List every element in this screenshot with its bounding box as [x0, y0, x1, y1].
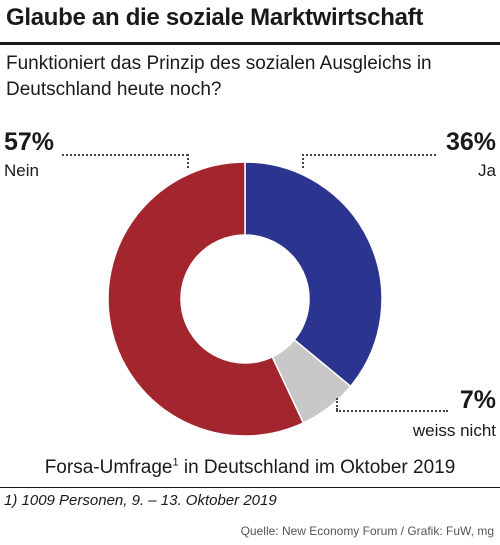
- chart-subtitle: Funktioniert das Prinzip des sozialen Au…: [6, 53, 432, 100]
- label-ja-percent: 36%: [445, 128, 496, 156]
- leader-nein-vertical: [187, 154, 189, 168]
- label-ja-name: Ja: [478, 161, 496, 180]
- slice-ja: [244, 161, 383, 388]
- footnote-divider: [0, 487, 500, 488]
- leader-ja-horizontal: [302, 154, 436, 156]
- leader-ja-vertical: [302, 154, 304, 168]
- chart-title: Glaube an die soziale Marktwirtschaft: [6, 4, 424, 31]
- survey-caption: Forsa-Umfrage1 in Deutschland im Oktober…: [44, 456, 456, 478]
- label-weiss-percent: 7%: [459, 386, 496, 414]
- source-credit: Quelle: New Economy Forum / Grafik: FuW,…: [240, 524, 494, 538]
- label-weiss-name: weiss nicht: [412, 421, 496, 440]
- footnote: 1) 1009 Personen, 9. – 13. Oktober 2019: [4, 492, 277, 509]
- label-nein-percent: 57%: [4, 128, 55, 156]
- leader-weiss-horizontal: [336, 410, 448, 412]
- slice-nein: [107, 161, 305, 437]
- leader-nein-horizontal: [62, 154, 188, 156]
- title-rule: [0, 42, 500, 45]
- label-nein-name: Nein: [4, 161, 39, 180]
- leader-weiss-vertical: [336, 398, 338, 410]
